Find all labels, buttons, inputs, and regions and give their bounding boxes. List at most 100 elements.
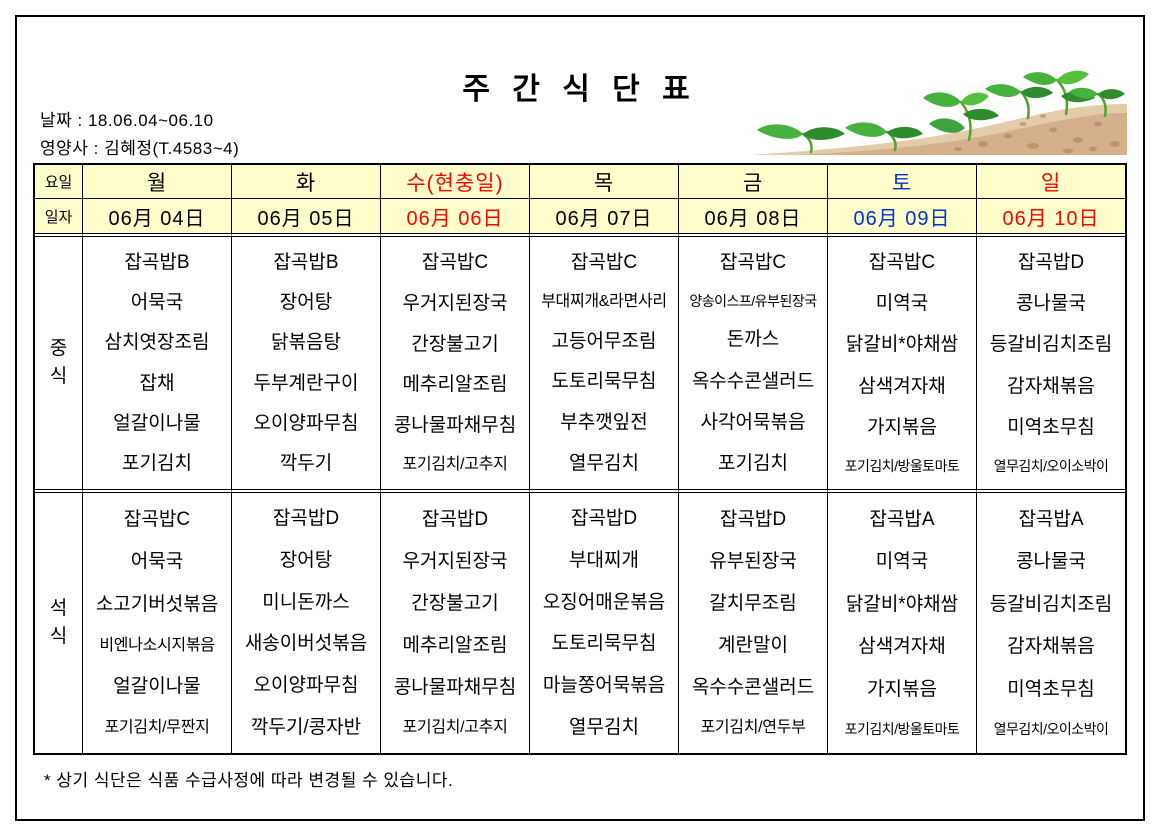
menu-item: 가지볶음 (867, 416, 937, 438)
dinner-section-label: 석식 (35, 489, 82, 753)
menu-item: 얼갈이나물 (113, 412, 201, 434)
menu-item: 가지볶음 (867, 678, 937, 700)
date-cell: 06月 09日 (827, 198, 976, 233)
menu-item: 미역초무침 (1007, 416, 1095, 438)
menu-item: 닭갈비*야채쌈 (845, 593, 959, 615)
day-header-cell: 금 (678, 165, 827, 198)
lunch-menu-cell: 잡곡밥B 장어탕 닭볶음탕 두부계란구이 오이양파무침 깍두기 (231, 233, 380, 489)
menu-item: 부추깻잎전 (560, 412, 648, 434)
menu-item: 잡곡밥C (570, 251, 638, 273)
menu-item: 포기김치/방울토마토 (844, 721, 960, 738)
day-header-cell: 토 (827, 165, 976, 198)
menu-item: 부대찌개 (569, 549, 639, 571)
menu-item: 잡곡밥B (273, 251, 339, 273)
date-range-line: 날짜 : 18.06.04~06.10 (40, 111, 214, 130)
menu-item: 우거지된장국 (402, 550, 508, 572)
menu-item: 고등어무조림 (551, 330, 657, 352)
lunch-menu-cell: 잡곡밥B 어묵국 삼치엿장조림 잡채 얼갈이나물 포기김치 (82, 233, 231, 489)
menu-item: 잡곡밥C (719, 252, 787, 274)
menu-item: 열무김치 (569, 453, 639, 475)
lunch-section-label: 중식 (35, 233, 82, 489)
menu-item: 콩나물파채무침 (393, 677, 517, 699)
menu-item: 열무김치 (569, 716, 639, 738)
menu-item: 옥수수콘샐러드 (691, 370, 815, 392)
menu-item: 미역국 (875, 551, 929, 573)
menu-item: 포기김치/고추지 (402, 719, 508, 737)
menu-item: 콩나물국 (1016, 551, 1086, 573)
seedlings-illustration (751, 70, 1127, 155)
menu-item: 어묵국 (130, 291, 184, 313)
menu-item: 열무김치/오이소박이 (993, 721, 1109, 738)
menu-item: 포기김치/고추지 (402, 456, 508, 474)
menu-item: 잡곡밥D (272, 508, 340, 530)
menu-item: 등갈비김치조림 (989, 334, 1113, 356)
menu-item: 오이양파무침 (253, 412, 359, 434)
lunch-menu-cell: 잡곡밥C 미역국 닭갈비*야채쌈 삼색겨자채 가지볶음 포기김치/방울토마토 (827, 233, 976, 489)
menu-item: 계란말이 (718, 635, 788, 657)
menu-item: 열무김치/오이소박이 (993, 457, 1109, 474)
date-cell: 06月 10日 (976, 198, 1125, 233)
footnote: * 상기 식단은 식품 수급사정에 따라 변경될 수 있습니다. (44, 771, 454, 790)
menu-item: 잡곡밥D (1017, 252, 1085, 274)
menu-item: 우거지된장국 (402, 292, 508, 314)
menu-item: 닭갈비*야채쌈 (845, 334, 959, 356)
menu-item: 잡곡밥D (719, 508, 787, 530)
menu-item: 등갈비김치조림 (989, 593, 1113, 615)
day-header-cell: 월 (82, 165, 231, 198)
menu-item: 비엔나소시지볶음 (99, 636, 215, 654)
menu-item: 간장불고기 (411, 333, 499, 355)
menu-item: 양송이스프/유부된장국 (689, 293, 817, 310)
menu-item: 콩나물국 (1016, 293, 1086, 315)
menu-item: 감자채볶음 (1007, 636, 1095, 658)
lunch-menu-cell: 잡곡밥C 우거지된장국 간장불고기 메추리알조림 콩나물파채무침 포기김치/고추지 (380, 233, 529, 489)
day-header-cell: 일 (976, 165, 1125, 198)
menu-item: 새송이버섯볶음 (244, 633, 368, 655)
menu-item: 오이양파무침 (253, 674, 359, 696)
lunch-menu-cell: 잡곡밥D 콩나물국 등갈비김치조림 감자채볶음 미역초무침 열무김치/오이소박이 (976, 233, 1125, 489)
dinner-menu-cell: 잡곡밥D 유부된장국 갈치무조림 계란말이 옥수수콘샐러드 포기김치/연두부 (678, 489, 827, 753)
dinner-menu-cell: 잡곡밥C 어묵국 소고기버섯볶음 비엔나소시지볶음 얼갈이나물 포기김치/무짠지 (82, 489, 231, 753)
menu-item: 잡곡밥B (124, 251, 190, 273)
menu-item: 도토리묵무침 (551, 633, 657, 655)
menu-item: 부대찌개&라면사리 (541, 292, 667, 310)
menu-item: 깍두기 (279, 453, 333, 475)
menu-item: 유부된장국 (709, 550, 797, 572)
menu-item: 잡곡밥D (421, 508, 489, 530)
menu-item: 마늘쫑어묵볶음 (542, 674, 666, 696)
menu-item: 포기김치/무짠지 (104, 719, 210, 737)
menu-item: 얼갈이나물 (113, 676, 201, 698)
menu-item: 콩나물파채무침 (393, 415, 517, 437)
page-border (15, 15, 1145, 821)
menu-item: 미역초무침 (1007, 678, 1095, 700)
menu-item: 미니돈까스 (262, 591, 350, 613)
menu-item: 잡곡밥C (123, 508, 191, 530)
nutritionist-line: 영양사 : 김혜정(T.4583~4) (40, 139, 240, 158)
menu-item: 장어탕 (279, 549, 333, 571)
menu-item: 잡곡밥C (421, 251, 489, 273)
menu-item: 사각어묵볶음 (700, 411, 806, 433)
menu-item: 삼색겨자채 (858, 375, 946, 397)
menu-item: 포기김치/방울토마토 (844, 457, 960, 474)
menu-item: 어묵국 (130, 551, 184, 573)
menu-item: 오징어매운볶음 (542, 591, 666, 613)
menu-item: 잡곡밥A (869, 508, 935, 530)
day-header-cell: 화 (231, 165, 380, 198)
menu-item: 닭볶음탕 (271, 332, 341, 354)
dinner-menu-cell: 잡곡밥D 장어탕 미니돈까스 새송이버섯볶음 오이양파무침 깍두기/콩자반 (231, 489, 380, 753)
menu-item: 미역국 (875, 293, 929, 315)
menu-item: 두부계란구이 (253, 372, 359, 394)
menu-item: 포기김치 (718, 452, 788, 474)
menu-item: 메추리알조림 (402, 635, 508, 657)
menu-item: 간장불고기 (411, 592, 499, 614)
menu-item: 잡곡밥A (1018, 508, 1084, 530)
menu-item: 갈치무조림 (709, 592, 797, 614)
menu-item: 삼치엿장조림 (104, 332, 210, 354)
day-header-cell: 수(현충일) (380, 165, 529, 198)
menu-item: 잡곡밥D (570, 508, 638, 530)
weekly-menu-table: 요일 일자 중식 석식 월 06月 04日 잡곡밥B 어묵국 삼치엿장조림 잡채 얼갈이나물… (33, 163, 1127, 755)
lunch-menu-cell: 잡곡밥C 양송이스프/유부된장국 돈까스 옥수수콘샐러드 사각어묵볶음 포기김치 (678, 233, 827, 489)
menu-item: 잡채 (139, 372, 175, 394)
